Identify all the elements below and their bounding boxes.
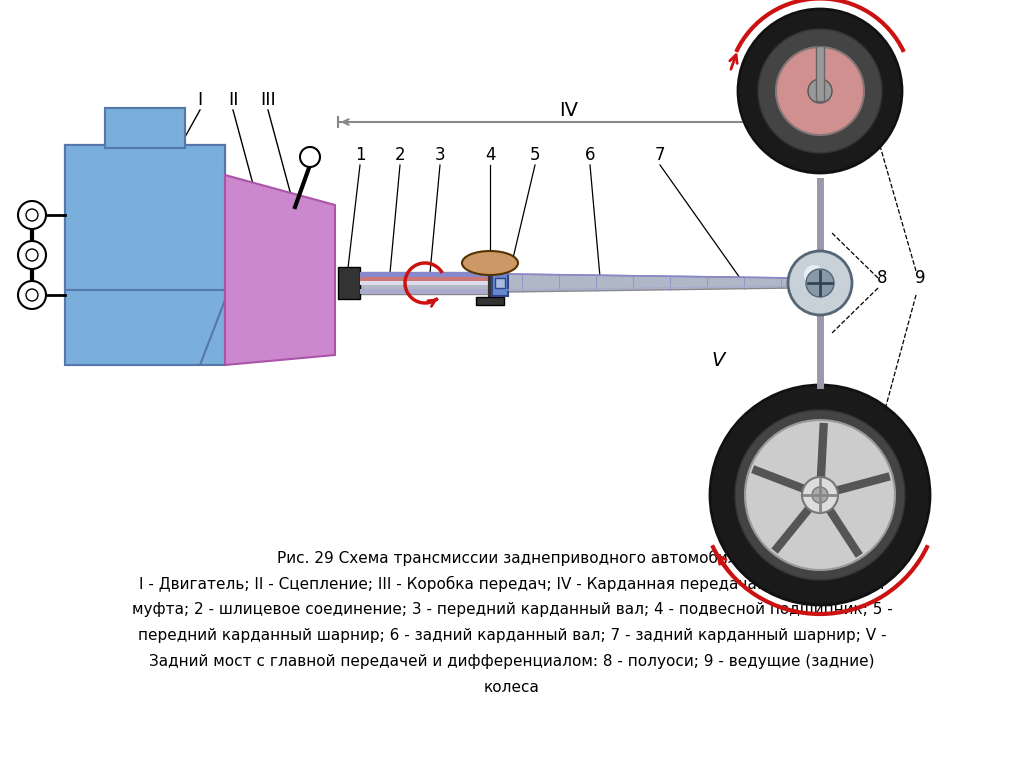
Text: III: III — [260, 91, 275, 109]
Ellipse shape — [462, 251, 518, 275]
Text: I: I — [198, 91, 203, 109]
Circle shape — [804, 265, 824, 285]
Circle shape — [26, 249, 38, 261]
Bar — [360, 272, 490, 277]
Bar — [65, 145, 225, 365]
Bar — [495, 278, 505, 288]
Text: 7: 7 — [654, 146, 666, 164]
Text: Задний мост с главной передачей и дифференциалом: 8 - полуоси; 9 - ведущие (задн: Задний мост с главной передачей и диффер… — [150, 654, 874, 669]
Text: 6: 6 — [585, 146, 595, 164]
Bar — [105, 108, 185, 148]
Circle shape — [18, 201, 46, 229]
Bar — [795, 271, 807, 295]
Text: Рис. 29 Схема трансмиссии заднеприводного автомобиля: Рис. 29 Схема трансмиссии заднеприводног… — [278, 550, 746, 566]
Bar — [105, 108, 185, 148]
Text: IV: IV — [559, 101, 579, 120]
Polygon shape — [225, 175, 335, 365]
Polygon shape — [65, 145, 225, 365]
Circle shape — [735, 410, 905, 580]
Bar — [360, 272, 490, 294]
Bar — [492, 270, 508, 296]
Text: 2: 2 — [394, 146, 406, 164]
Text: 9: 9 — [914, 269, 926, 287]
Circle shape — [802, 477, 838, 513]
Circle shape — [26, 209, 38, 221]
Text: I - Двигатель; II - Сцепление; III - Коробка передач; IV - Карданная передача: 1: I - Двигатель; II - Сцепление; III - Кор… — [139, 576, 885, 592]
Circle shape — [808, 79, 831, 103]
Text: II: II — [227, 91, 239, 109]
Text: муфта; 2 - шлицевое соединение; 3 - передний карданный вал; 4 - подвесной подшип: муфта; 2 - шлицевое соединение; 3 - пере… — [132, 602, 892, 617]
Circle shape — [18, 281, 46, 309]
Text: 8: 8 — [877, 269, 887, 287]
Circle shape — [788, 251, 852, 315]
Bar — [338, 267, 360, 299]
Polygon shape — [508, 274, 795, 292]
Text: колеса: колеса — [484, 680, 540, 695]
Bar — [476, 297, 504, 305]
Text: 3: 3 — [434, 146, 445, 164]
Circle shape — [18, 241, 46, 269]
Text: 5: 5 — [529, 146, 541, 164]
Bar — [816, 46, 824, 101]
Circle shape — [776, 47, 864, 135]
Circle shape — [738, 9, 902, 173]
Bar — [360, 289, 490, 294]
Circle shape — [812, 487, 828, 503]
Circle shape — [806, 269, 834, 297]
Circle shape — [710, 385, 930, 605]
Circle shape — [300, 147, 319, 167]
Text: 1: 1 — [354, 146, 366, 164]
Bar — [65, 145, 225, 290]
Circle shape — [26, 289, 38, 301]
Circle shape — [745, 420, 895, 570]
Text: 4: 4 — [484, 146, 496, 164]
Text: передний карданный шарнир; 6 - задний карданный вал; 7 - задний карданный шарнир: передний карданный шарнир; 6 - задний ка… — [138, 628, 886, 643]
Circle shape — [758, 29, 882, 153]
Bar — [360, 277, 490, 281]
Text: V: V — [712, 350, 725, 369]
Bar — [360, 281, 490, 285]
